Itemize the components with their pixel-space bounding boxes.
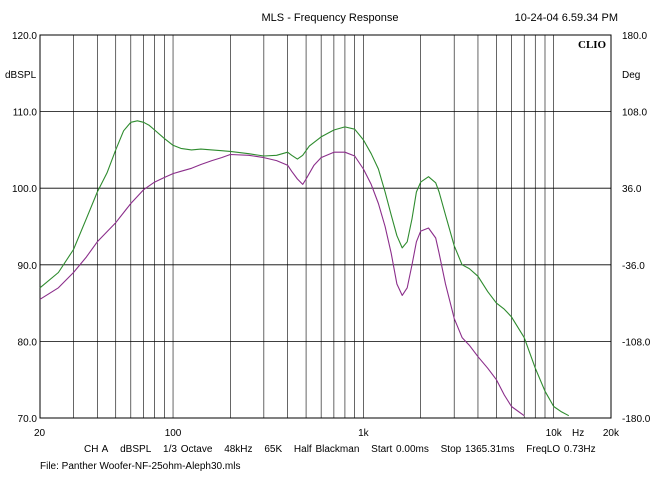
series-line-1 xyxy=(39,120,570,417)
y-axis-label-right: Deg xyxy=(622,70,641,81)
plot-frame xyxy=(39,34,612,419)
y-tick-label-left: 70.0 xyxy=(18,414,38,425)
window-type: Half Blackman xyxy=(293,444,360,455)
x-tick-label: 20k xyxy=(603,428,620,439)
x-tick-label: 10k xyxy=(546,428,563,439)
y-tick-label-left: 110.0 xyxy=(13,108,38,119)
series-lines xyxy=(39,120,570,417)
x-tick-label: 20 xyxy=(34,428,46,439)
y-tick-label-right: -180.0 xyxy=(622,414,651,425)
start-time: Start 0.00ms xyxy=(371,444,429,455)
y-axis-label-left: dBSPL xyxy=(5,70,37,81)
stop-time: Stop 1365.31ms xyxy=(440,444,515,455)
unit: dBSPL xyxy=(120,444,152,455)
sample-rate: 48kHz xyxy=(224,444,253,455)
fft-size: 65K xyxy=(264,444,283,455)
file-name: File: Panther Woofer-NF-25ohm-Aleph30.ml… xyxy=(40,461,241,472)
measurement-settings: CH A dBSPL 1/3 Octave 48kHz 65K Half Bla… xyxy=(84,444,604,456)
y-tick-label-right: -36.0 xyxy=(622,261,645,272)
y-tick-label-right: 180.0 xyxy=(622,31,647,42)
channel: CH A xyxy=(84,444,109,455)
y-tick-label-right: 36.0 xyxy=(622,184,642,195)
y-tick-label-right: 108.0 xyxy=(622,108,647,119)
series-line-2 xyxy=(39,151,525,417)
chart-title: MLS - Frequency Response xyxy=(261,12,399,24)
x-axis-label: Hz xyxy=(572,428,584,439)
y-tick-label-right: -108.0 xyxy=(622,337,651,348)
x-tick-label: 100 xyxy=(165,428,182,439)
freq-lo: FreqLO 0.73Hz xyxy=(526,444,596,455)
clio-logo: CLIO xyxy=(578,39,607,51)
y-tick-label-left: 120.0 xyxy=(12,31,37,42)
tick-labels: 120.0 110.0 100.0 90.0 80.0 70.0 180.0 108.0 36.… xyxy=(12,31,651,439)
smoothing: 1/3 Octave xyxy=(163,444,213,455)
grid-lines xyxy=(40,35,611,418)
y-tick-label-left: 90.0 xyxy=(18,261,38,272)
x-tick-label: 1k xyxy=(358,428,370,439)
y-tick-label-left: 80.0 xyxy=(18,337,38,348)
y-tick-label-left: 100.0 xyxy=(12,184,37,195)
timestamp: 10-24-04 6.59.34 PM xyxy=(514,12,618,24)
